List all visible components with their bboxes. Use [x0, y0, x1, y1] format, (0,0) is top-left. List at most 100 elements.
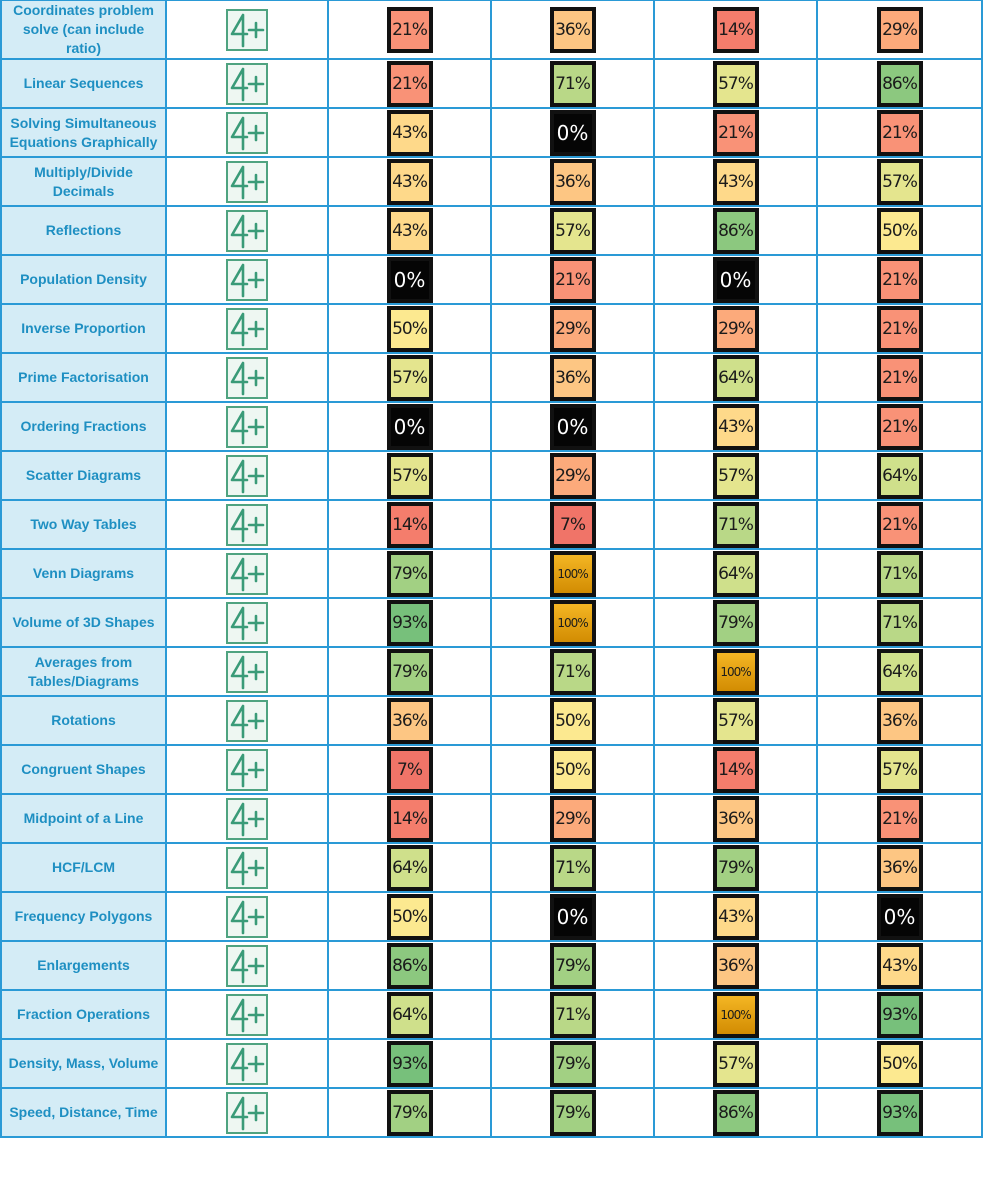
grade-4-plus-icon: [226, 111, 268, 154]
score-badge: 71%: [549, 60, 596, 107]
score-badge: 86%: [876, 60, 923, 107]
score-cell: 93%: [816, 989, 983, 1040]
score-badge: 86%: [712, 207, 759, 254]
score-badge: 86%: [386, 942, 433, 989]
grade-4-plus-icon: [226, 650, 268, 693]
grade-4-plus-icon: [226, 356, 268, 399]
grade-4-plus-icon: [226, 1091, 268, 1134]
score-cell: 79%: [653, 842, 818, 893]
score-cell: 21%: [327, 58, 492, 109]
score-badge: 29%: [876, 6, 923, 53]
score-cell: 50%: [816, 1038, 983, 1089]
table-row: Population Density 0% 21% 0% 21%: [0, 254, 983, 305]
table-row: Prime Factorisation 57% 36% 64% 21%: [0, 352, 983, 403]
score-cell: 0%: [490, 891, 655, 942]
score-badge: 43%: [386, 207, 433, 254]
grade-cell: [165, 646, 329, 697]
score-cell: 93%: [327, 597, 492, 648]
table-row: Scatter Diagrams 57% 29% 57% 64%: [0, 450, 983, 501]
score-cell: 50%: [816, 205, 983, 256]
score-cell: 0%: [327, 254, 492, 305]
score-cell: 57%: [653, 695, 818, 746]
score-badge: 57%: [712, 1040, 759, 1087]
topic-name: Speed, Distance, Time: [0, 1087, 167, 1138]
score-cell: 100%: [653, 646, 818, 697]
grade-4-plus-icon: [226, 944, 268, 987]
score-badge: 36%: [712, 795, 759, 842]
table-row: Density, Mass, Volume 93% 79% 57% 50%: [0, 1038, 983, 1089]
score-cell: 14%: [653, 0, 818, 60]
score-cell: 0%: [490, 401, 655, 452]
grade-cell: [165, 401, 329, 452]
score-badge: 57%: [386, 354, 433, 401]
grade-cell: [165, 989, 329, 1040]
score-cell: 29%: [816, 0, 983, 60]
score-badge: 79%: [386, 648, 433, 695]
score-cell: 43%: [653, 401, 818, 452]
score-cell: 93%: [816, 1087, 983, 1138]
grade-cell: [165, 0, 329, 60]
score-badge: 21%: [876, 354, 923, 401]
score-badge: 0%: [386, 256, 433, 303]
grade-cell: [165, 450, 329, 501]
score-badge: 0%: [386, 403, 433, 450]
score-cell: 0%: [653, 254, 818, 305]
table-row: Inverse Proportion 50% 29% 29% 21%: [0, 303, 983, 354]
topic-name: Fraction Operations: [0, 989, 167, 1040]
table-row: HCF/LCM 64% 71% 79% 36%: [0, 842, 983, 893]
score-cell: 21%: [816, 352, 983, 403]
score-cell: 57%: [816, 744, 983, 795]
topic-score-table: Coordinates problem solve (can include r…: [0, 0, 983, 1138]
score-cell: 100%: [653, 989, 818, 1040]
score-badge: 29%: [712, 305, 759, 352]
grade-4-plus-icon: [226, 62, 268, 105]
table-row: Volume of 3D Shapes 93% 100% 79% 71%: [0, 597, 983, 648]
score-cell: 86%: [816, 58, 983, 109]
topic-name: Ordering Fractions: [0, 401, 167, 452]
score-badge: 64%: [712, 354, 759, 401]
score-badge: 79%: [386, 550, 433, 597]
table-row: Linear Sequences 21% 71% 57% 86%: [0, 58, 983, 109]
score-cell: 21%: [327, 0, 492, 60]
score-cell: 64%: [327, 842, 492, 893]
score-badge: 29%: [549, 305, 596, 352]
grade-cell: [165, 891, 329, 942]
score-cell: 57%: [653, 450, 818, 501]
topic-name: Midpoint of a Line: [0, 793, 167, 844]
grade-4-plus-icon: [226, 601, 268, 644]
score-badge: 71%: [549, 844, 596, 891]
score-cell: 79%: [653, 597, 818, 648]
grade-4-plus-icon: [226, 307, 268, 350]
score-cell: 86%: [327, 940, 492, 991]
score-cell: 21%: [653, 107, 818, 158]
score-cell: 50%: [490, 744, 655, 795]
score-badge: 43%: [876, 942, 923, 989]
score-cell: 43%: [653, 156, 818, 207]
score-cell: 64%: [327, 989, 492, 1040]
score-cell: 64%: [816, 450, 983, 501]
score-badge: 36%: [876, 697, 923, 744]
grade-cell: [165, 548, 329, 599]
score-cell: 79%: [327, 646, 492, 697]
grade-4-plus-icon: [226, 846, 268, 889]
grade-cell: [165, 352, 329, 403]
score-badge: 0%: [549, 403, 596, 450]
score-cell: 43%: [327, 156, 492, 207]
grade-cell: [165, 58, 329, 109]
score-cell: 36%: [653, 940, 818, 991]
score-badge: 71%: [549, 648, 596, 695]
score-cell: 43%: [327, 205, 492, 256]
grade-cell: [165, 793, 329, 844]
grade-4-plus-icon: [226, 993, 268, 1036]
score-badge: 71%: [712, 501, 759, 548]
score-badge: 0%: [712, 256, 759, 303]
score-badge: 36%: [876, 844, 923, 891]
grade-4-plus-icon: [226, 1042, 268, 1085]
topic-name: Volume of 3D Shapes: [0, 597, 167, 648]
score-cell: 21%: [816, 499, 983, 550]
score-cell: 71%: [490, 646, 655, 697]
score-badge: 0%: [876, 893, 923, 940]
score-badge: 36%: [549, 158, 596, 205]
score-badge: 21%: [386, 6, 433, 53]
grade-cell: [165, 940, 329, 991]
